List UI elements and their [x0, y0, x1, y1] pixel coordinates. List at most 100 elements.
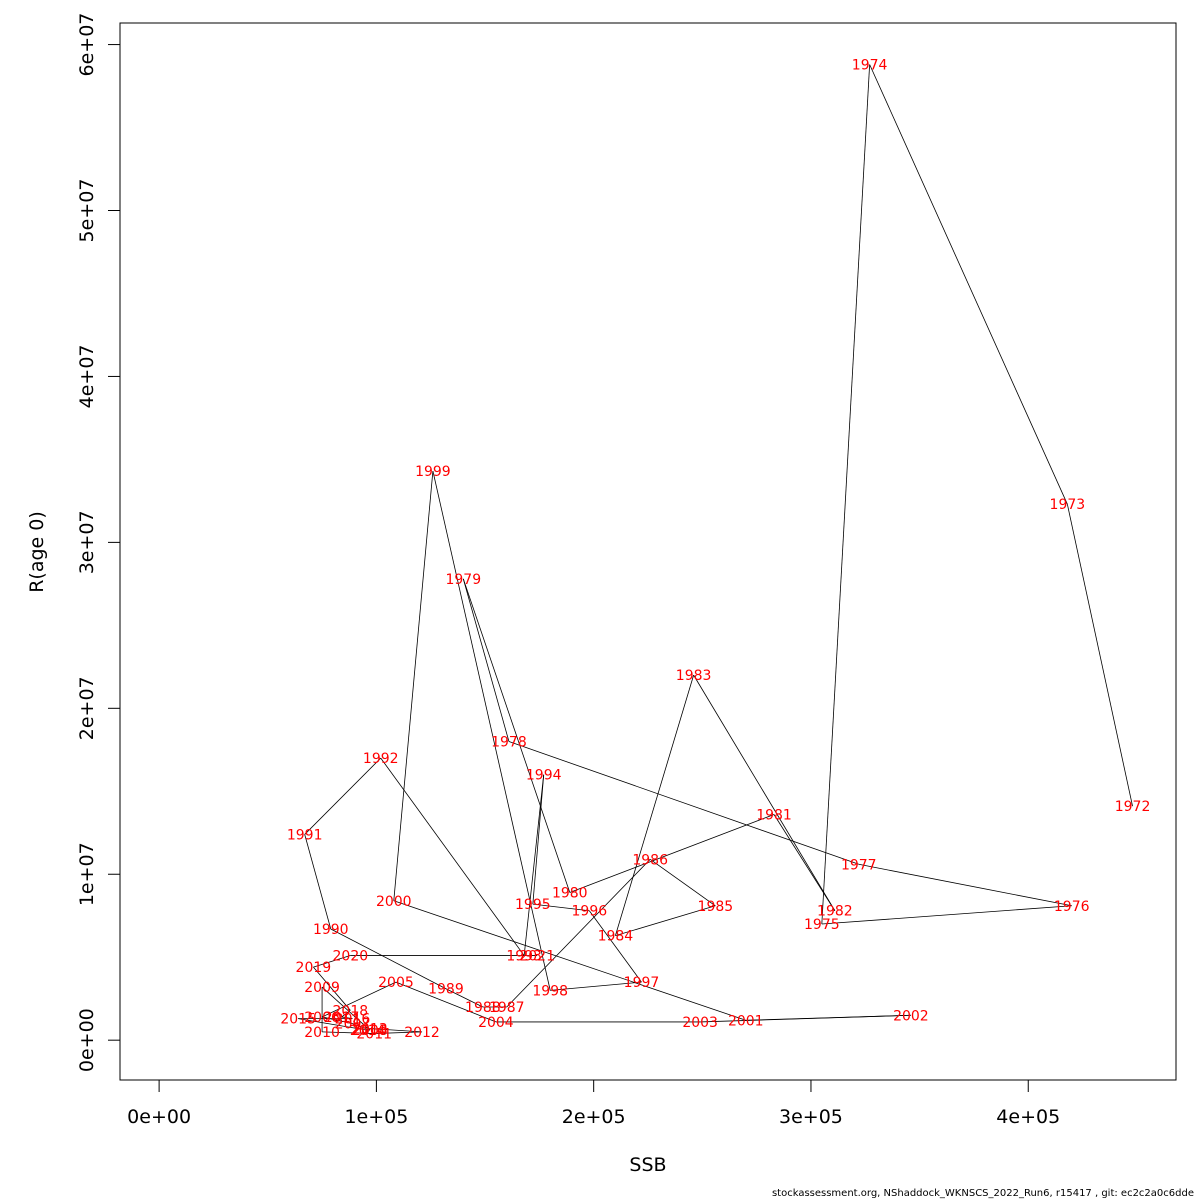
y-tick-label: 0e+00	[76, 1008, 98, 1072]
trajectory-segment	[821, 905, 1072, 925]
year-label: 2020	[333, 949, 369, 965]
trajectory-segment	[393, 900, 746, 1021]
year-label: 1978	[491, 734, 527, 750]
trajectory-segment	[367, 1028, 371, 1031]
x-tick-label: 0e+00	[127, 1106, 191, 1128]
year-label: 1993	[506, 949, 542, 965]
x-axis-label: SSB	[629, 1154, 666, 1176]
year-label: 2011	[356, 1027, 392, 1043]
y-axis: 0e+00 1e+07 2e+07 3e+07 4e+07 5e+07 6e+07	[76, 13, 121, 1072]
trajectory-segment	[532, 903, 590, 912]
y-tick-label: 2e+07	[76, 676, 98, 740]
year-label: 2005	[378, 975, 414, 991]
year-label: 1972	[1115, 799, 1151, 815]
year-label: 1988	[465, 1000, 501, 1016]
trajectory-segment	[321, 1016, 353, 1024]
x-tick-label: 2e+05	[562, 1106, 626, 1128]
trajectory-segment	[649, 858, 716, 907]
trajectory-segment	[693, 674, 836, 911]
year-label: 1997	[624, 975, 660, 991]
year-label: 1992	[363, 751, 399, 767]
footer-credit: stockassessment.org, NShaddock_WKNSCS_20…	[771, 1188, 1194, 1199]
trajectory-segment	[321, 986, 371, 1031]
trajectory-segment	[313, 966, 351, 1011]
x-tick-label: 1e+05	[344, 1106, 408, 1128]
trajectory-segment	[374, 1031, 423, 1034]
year-label: 1982	[817, 904, 853, 920]
year-label: 1974	[852, 57, 888, 73]
year-label: 2009	[304, 980, 340, 996]
year-label: 2007	[335, 1017, 371, 1033]
year-label: 1981	[756, 808, 792, 824]
y-axis-label: R(age 0)	[26, 511, 48, 593]
year-labels: 1972 1973 1974 1975 1976 1977 1978 1979 1980 1981…	[280, 57, 1150, 1042]
year-label: 1975	[804, 917, 840, 933]
year-label: 1989	[428, 982, 464, 998]
year-label: 1991	[287, 827, 323, 843]
year-label: 2008	[352, 1023, 388, 1039]
year-label: 2017	[324, 1010, 360, 1026]
trajectory-segment	[393, 470, 434, 901]
trajectory-segment	[313, 955, 351, 968]
year-label: 2014	[350, 1023, 386, 1039]
y-tick-label: 6e+07	[76, 13, 98, 77]
trajectory-segment	[506, 859, 651, 1008]
x-tick-label: 3e+05	[779, 1106, 843, 1128]
year-label: 1984	[598, 929, 634, 945]
year-label: 1979	[445, 572, 481, 588]
year-label: 1995	[515, 897, 551, 913]
year-label: 1976	[1054, 899, 1090, 915]
trajectory-segment	[462, 578, 571, 893]
year-label: 2003	[682, 1015, 718, 1031]
year-label: 2002	[893, 1008, 929, 1024]
year-label: 1977	[841, 857, 877, 873]
year-label: 2006	[304, 1010, 340, 1026]
year-label: 1987	[489, 1000, 525, 1016]
x-axis: 0e+00 1e+05 2e+05 3e+05 4e+05	[127, 1079, 1060, 1128]
year-label: 2004	[478, 1015, 514, 1031]
trajectory-segment	[330, 928, 447, 990]
trajectory-lines	[298, 64, 1133, 1034]
trajectory-segment	[532, 774, 545, 905]
trajectory-segment	[523, 774, 545, 956]
year-label: 2019	[296, 960, 332, 976]
plot-frame	[119, 22, 1177, 1081]
trajectory-segment	[445, 988, 484, 1008]
trajectory-segment	[322, 1031, 375, 1034]
year-label: 2021	[519, 949, 555, 965]
trajectory-segment	[569, 814, 775, 893]
trajectory-segment	[380, 757, 525, 956]
year-label: 2001	[728, 1013, 764, 1029]
trajectory-segment	[352, 1023, 371, 1031]
trajectory-segment	[304, 834, 332, 930]
trajectory-segment	[341, 1009, 351, 1018]
y-tick-label: 3e+07	[76, 510, 98, 574]
trajectory-segment	[432, 470, 551, 991]
y-tick-label: 4e+07	[76, 345, 98, 409]
trajectory-segment	[341, 1016, 353, 1019]
trajectory-segment	[298, 1018, 368, 1031]
year-label: 1994	[526, 768, 562, 784]
y-tick-label: 1e+07	[76, 842, 98, 906]
year-label: 2013	[352, 1022, 388, 1038]
trajectory-segment	[1066, 504, 1133, 807]
year-label: 1996	[572, 904, 608, 920]
year-label: 1986	[632, 852, 668, 868]
trajectory-segment	[462, 578, 510, 742]
trajectory-segment	[395, 981, 497, 1023]
year-label: 1980	[552, 885, 588, 901]
trajectory-segment	[700, 1014, 911, 1023]
year-label: 1983	[676, 668, 712, 684]
trajectory-segment	[508, 741, 859, 865]
trajectory-segment	[858, 863, 1072, 907]
year-label: 2015	[280, 1012, 316, 1028]
year-label: 1990	[313, 922, 349, 938]
x-tick-label: 4e+05	[996, 1106, 1060, 1128]
trajectory-segment	[615, 905, 716, 937]
trajectory-segment	[773, 814, 836, 911]
year-label: 1985	[698, 899, 734, 915]
year-label: 1999	[415, 464, 451, 480]
trajectory-segment	[321, 981, 397, 1018]
trajectory-segment	[821, 64, 871, 925]
